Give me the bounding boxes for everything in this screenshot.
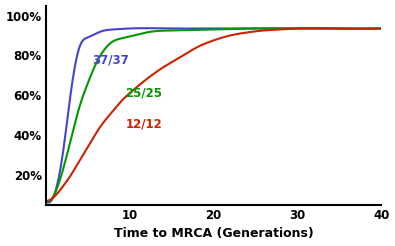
Text: 37/37: 37/37 bbox=[92, 54, 129, 67]
Text: 12/12: 12/12 bbox=[126, 118, 162, 131]
Text: 25/25: 25/25 bbox=[126, 87, 162, 100]
X-axis label: Time to MRCA (Generations): Time to MRCA (Generations) bbox=[114, 228, 313, 240]
